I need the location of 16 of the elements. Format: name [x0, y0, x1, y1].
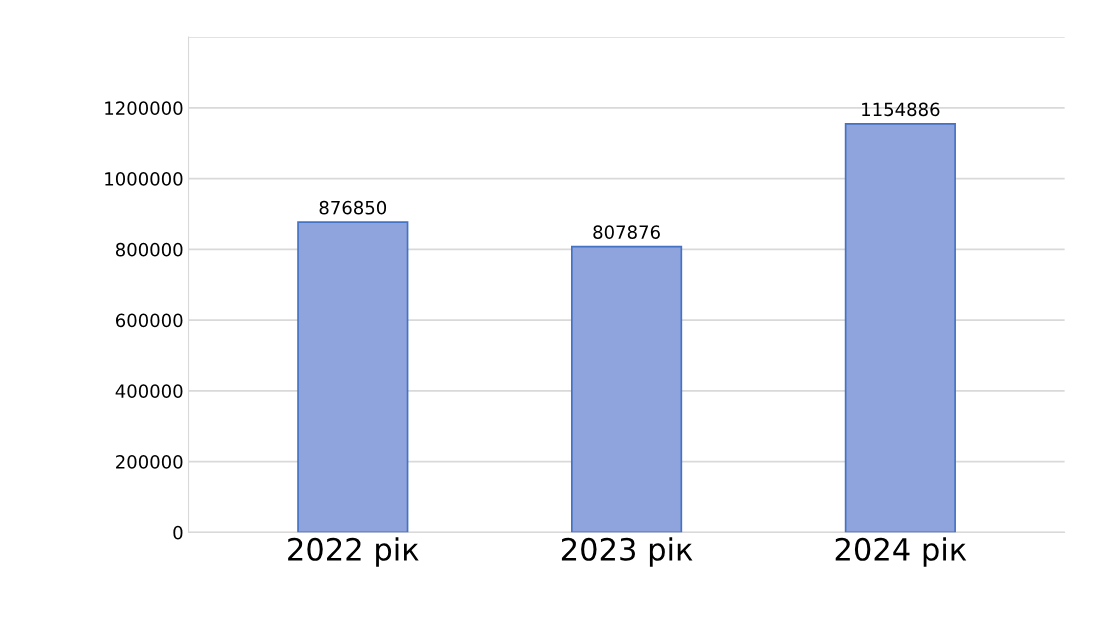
y-tick-label: 0: [173, 525, 183, 540]
y-tick-label: 1200000: [105, 101, 183, 115]
x-tick-label: 2024 рік: [835, 537, 967, 567]
y-tick-label: 200000: [116, 455, 183, 469]
data-label: 807876: [593, 225, 660, 239]
x-tick-label: 2022 рік: [288, 537, 419, 567]
data-label: 1154886: [862, 102, 940, 117]
bar: [570, 245, 683, 533]
y-tick-label: 800000: [115, 242, 183, 257]
bar: [297, 221, 409, 533]
data-label: 876850: [319, 200, 387, 215]
y-tick-label: 600000: [116, 313, 183, 328]
y-tick-label: 1000000: [105, 172, 183, 186]
bar: [844, 123, 956, 533]
y-tick-label: 400000: [115, 384, 183, 398]
x-tick-label: 2023 рік: [561, 537, 693, 567]
